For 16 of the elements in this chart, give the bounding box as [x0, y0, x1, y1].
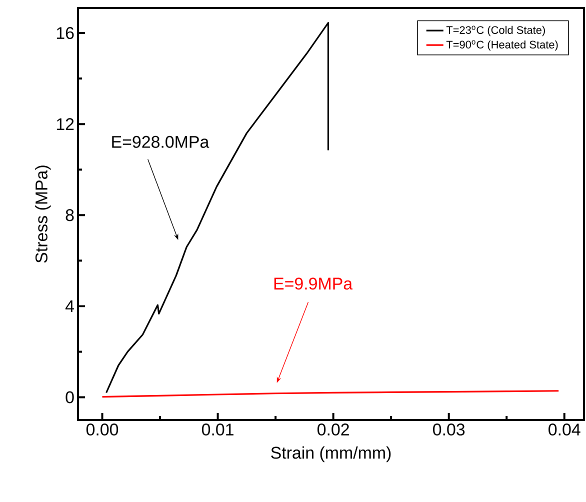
x-tick-label: 0.02	[317, 424, 349, 436]
x-tick-label: 0.01	[202, 424, 234, 436]
annotation: E=928.0MPa	[112, 136, 210, 148]
legend-label: T=90$^{o}$C (Heated State)	[446, 40, 558, 51]
x-tick-label: 0.00	[86, 424, 118, 436]
y-tick-label: 8	[66, 209, 74, 222]
x-axis-title: Strain (mm/mm)	[271, 446, 391, 462]
x-tick-label: 0.04	[548, 424, 580, 436]
legend-label: T=23$^{o}$C (Cold State)	[446, 26, 545, 36]
y-tick-label: 16	[56, 27, 74, 40]
x-tick-label: 0.03	[433, 424, 465, 436]
annotation: E=9.9MPa	[274, 278, 353, 290]
y-tick-label: 12	[56, 118, 74, 130]
y-tick-label: 0	[66, 391, 74, 404]
y-tick-label: 4	[65, 300, 74, 312]
y-axis-title: Stress (MPa)	[35, 166, 51, 263]
